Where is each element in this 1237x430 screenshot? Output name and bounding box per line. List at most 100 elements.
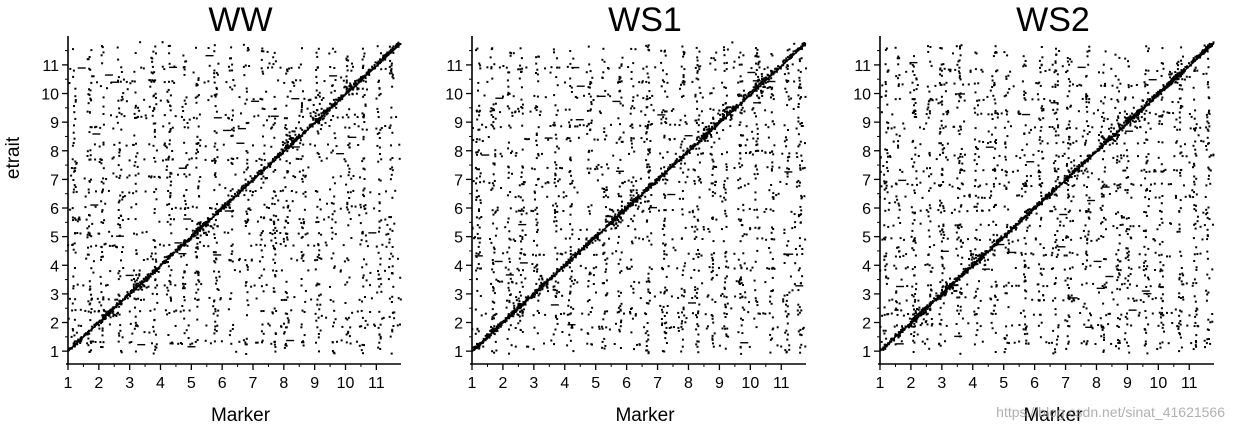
data-point: [659, 152, 662, 155]
data-point: [663, 330, 666, 333]
data-point: [741, 235, 744, 238]
data-point: [492, 222, 495, 225]
data-point: [395, 44, 397, 47]
data-point: [185, 96, 188, 99]
data-point: [361, 232, 364, 235]
data-point: [297, 135, 300, 138]
data-point: [232, 129, 235, 132]
data-point: [180, 115, 183, 118]
data-point: [718, 344, 721, 347]
data-point: [152, 95, 155, 98]
data-point: [73, 242, 76, 245]
data-point: [101, 255, 104, 258]
data-point: [785, 66, 788, 69]
data-point: [663, 225, 666, 228]
data-point: [304, 191, 307, 193]
data-point: [393, 311, 396, 314]
data-point: [391, 328, 394, 331]
data-point: [764, 78, 767, 81]
data-point: [149, 309, 152, 312]
data-point: [361, 300, 363, 303]
data-point: [275, 270, 278, 272]
data-point: [73, 334, 76, 337]
data-point: [73, 340, 76, 343]
data-point: [196, 339, 199, 342]
data-point: [610, 123, 612, 126]
data-point: [274, 226, 277, 229]
data-point: [783, 228, 786, 231]
data-point: [558, 268, 561, 271]
data-point: [642, 238, 644, 241]
data-point: [662, 305, 665, 308]
data-point: [615, 141, 618, 144]
data-point: [556, 109, 559, 112]
data-point: [579, 264, 582, 267]
data-point: [592, 99, 595, 101]
data-point: [521, 148, 524, 151]
data-point: [312, 117, 315, 120]
data-point: [379, 179, 382, 182]
data-point: [333, 89, 336, 92]
data-point: [798, 60, 801, 63]
data-point: [518, 77, 521, 80]
data-point: [112, 315, 115, 318]
data-point: [343, 158, 346, 161]
data-point: [618, 75, 621, 78]
data-point: [561, 331, 564, 333]
data-point: [533, 269, 536, 272]
data-point: [707, 325, 709, 328]
data-point: [511, 114, 514, 117]
data-point: [663, 196, 666, 199]
data-point: [345, 341, 348, 344]
data-point: [377, 251, 380, 254]
data-point: [752, 137, 755, 140]
data-point: [645, 302, 648, 305]
data-point: [596, 179, 599, 182]
data-point: [535, 132, 538, 135]
data-point: [622, 131, 625, 134]
data-point: [246, 166, 249, 169]
data-point: [739, 80, 742, 83]
data-point: [725, 94, 728, 97]
data-point: [533, 326, 536, 329]
data-point: [771, 258, 774, 260]
data-point: [195, 227, 198, 230]
data-point: [318, 283, 321, 286]
data-point: [388, 297, 391, 300]
data-point: [753, 279, 756, 282]
data-point: [392, 45, 395, 48]
data-point: [706, 135, 709, 137]
data-point: [252, 144, 254, 147]
data-point: [217, 289, 220, 291]
data-point: [158, 220, 161, 223]
data-point: [664, 54, 667, 57]
data-point: [721, 113, 724, 115]
data-point: [74, 95, 77, 98]
data-point: [300, 106, 303, 109]
data-point: [78, 218, 81, 221]
data-point: [772, 266, 775, 269]
data-point: [168, 139, 171, 142]
data-point: [168, 203, 171, 206]
data-point: [594, 239, 597, 242]
data-point: [384, 58, 387, 61]
data-point: [171, 158, 174, 161]
data-point: [571, 233, 574, 236]
data-point: [120, 349, 123, 352]
data-point: [261, 339, 264, 342]
data-point: [318, 122, 321, 125]
data-point: [117, 76, 120, 79]
data-point: [117, 201, 120, 204]
data-point: [115, 175, 118, 178]
data-point: [663, 166, 666, 169]
data-point: [110, 114, 112, 117]
data-point: [213, 189, 216, 192]
data-point: [101, 62, 104, 65]
data-point: [537, 154, 540, 157]
data-point: [568, 121, 571, 124]
data-point: [756, 208, 758, 211]
data-point: [792, 50, 795, 53]
data-point: [145, 286, 148, 289]
data-point: [133, 164, 136, 167]
data-point: [618, 328, 621, 331]
